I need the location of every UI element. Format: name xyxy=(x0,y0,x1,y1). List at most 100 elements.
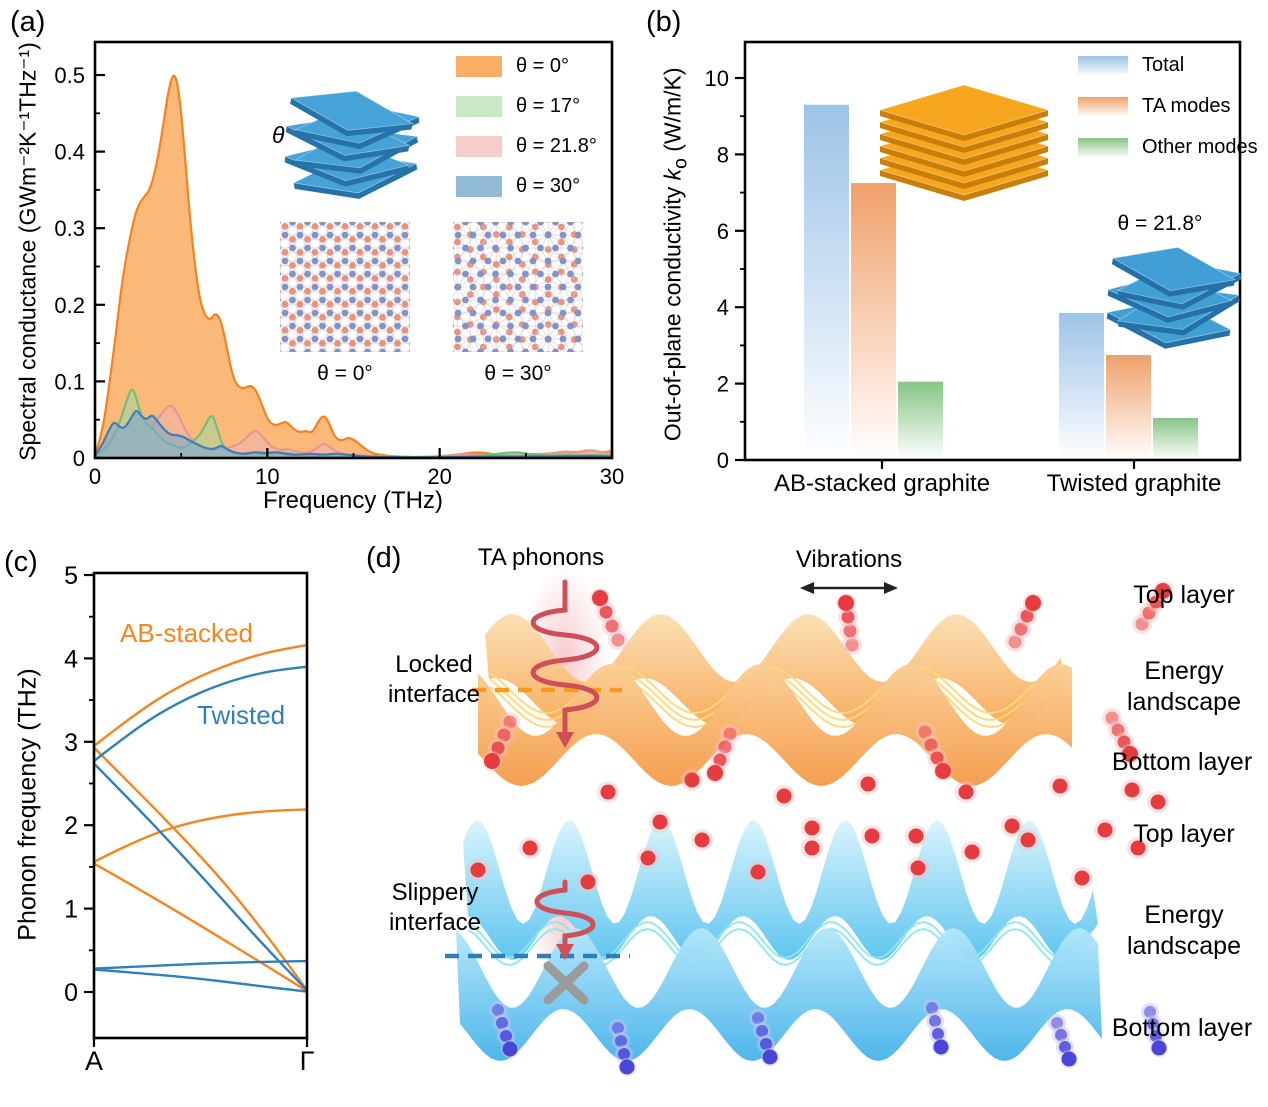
d-slippery-interface-label: Slippery interface xyxy=(360,878,510,939)
c-series-label-ab: AB-stacked xyxy=(120,618,253,648)
b-legend-label: Other modes xyxy=(1142,136,1258,158)
red-atom xyxy=(577,871,599,893)
d-vibrations-label: Vibrations xyxy=(795,546,903,573)
red-atom xyxy=(649,811,671,833)
red-atom xyxy=(773,785,795,807)
b-legend-item: Other modes xyxy=(1078,136,1258,159)
a-legend-swatch-30deg xyxy=(456,176,502,197)
d-orange-landscape-front xyxy=(478,664,1072,786)
ta-phonon-arrow-locked xyxy=(530,579,600,748)
c-y-tick-label: 2 xyxy=(64,812,78,840)
red-atom xyxy=(857,773,879,795)
red-atom xyxy=(519,837,541,859)
a-legend-label: θ = 21.8° xyxy=(516,135,597,157)
b-y-axis-title: Out-of-plane conductivity ko (W/m/K) xyxy=(660,14,693,494)
a-x-tick-label: 30 xyxy=(600,464,624,489)
b-annotation-theta: θ = 21.8° xyxy=(1117,212,1203,235)
d-row2-top-layer-label: Top layer xyxy=(1133,820,1235,848)
vibrating-atom-trail xyxy=(482,712,520,771)
panel-label-b: (b) xyxy=(646,6,682,38)
red-atom xyxy=(747,861,769,883)
b-ab-stack-inset xyxy=(878,84,1050,201)
c-y-axis-title: Phonon frequency (THz) xyxy=(13,668,42,941)
b-plot-frame xyxy=(743,40,1242,462)
a-legend-label: θ = 17° xyxy=(516,95,581,117)
b-category-ab-stacked: AB-stacked graphite xyxy=(773,470,991,497)
b-bar-other-modes-1 xyxy=(1153,417,1198,460)
red-atom xyxy=(467,859,489,881)
ta-phonon-arrow-slippery xyxy=(534,879,596,960)
c-plot-frame xyxy=(92,571,309,1040)
blue-atom-trail xyxy=(489,1001,519,1058)
red-atom xyxy=(1001,815,1023,837)
b-legend-item: TA modes xyxy=(1078,95,1258,118)
red-atom xyxy=(1071,867,1093,889)
c-xtick-A: A xyxy=(84,1046,103,1076)
panel-a-chart: 0 10 20 30 0 0.1 0.2 0.3 0.4 0.5 xyxy=(54,40,624,489)
vibrating-atom-trail xyxy=(1102,708,1140,764)
a-y-tick-label: 0 xyxy=(73,446,85,471)
b-legend-swatch-total xyxy=(1078,55,1128,76)
a-legend-swatch-17deg xyxy=(456,96,502,117)
d-locked-line1: Locked xyxy=(395,651,473,678)
vibrating-atom-trail xyxy=(915,722,953,781)
a-moire-label-30deg: θ = 30° xyxy=(484,362,552,385)
c-branch-twisted-0 xyxy=(93,665,308,762)
c-y-tick-label: 4 xyxy=(64,645,78,673)
b-ylabel-sub: o xyxy=(670,158,692,169)
a-legend-label: θ = 0° xyxy=(516,55,570,77)
a-moire-label-0deg: θ = 0° xyxy=(317,362,373,385)
c-branch-twisted-1 xyxy=(93,762,308,992)
red-atom xyxy=(1127,837,1149,859)
red-atom xyxy=(961,841,983,863)
b-bar-total-1 xyxy=(1059,312,1104,460)
panel-b-chart: 0 2 4 6 8 10 xyxy=(705,40,1242,473)
a-y-tick-label: 0.1 xyxy=(54,369,85,394)
blue-atom-trail xyxy=(749,1009,779,1066)
b-twisted-stack-inset xyxy=(1106,246,1242,349)
a-legend-item: θ = 21.8° xyxy=(456,135,597,158)
a-y-tick-label: 0.3 xyxy=(54,216,85,241)
panel-label-a: (a) xyxy=(10,6,46,38)
a-x-tick-label: 20 xyxy=(427,464,451,489)
a-legend-label: θ = 30° xyxy=(516,175,581,197)
a-y-tick-label: 0.4 xyxy=(54,140,85,165)
a-legend-item: θ = 30° xyxy=(456,175,597,198)
b-y-tick-label: 4 xyxy=(717,295,729,320)
a-y-axis-title: Spectral conductance (GWm⁻²K⁻¹THz⁻¹) xyxy=(14,42,41,461)
panel-d-diagram xyxy=(445,566,1173,1076)
red-atom xyxy=(1017,829,1039,851)
c-xtick-Gamma: Γ xyxy=(299,1046,315,1076)
c-branch-ab-stacked-1 xyxy=(93,746,308,992)
b-legend: Total TA modes Other modes xyxy=(1078,54,1258,177)
c-branch-ab-stacked-0 xyxy=(93,643,308,747)
red-atom xyxy=(597,781,619,803)
b-ylabel-prefix: Out-of-plane conductivity xyxy=(659,180,686,442)
a-x-axis-title: Frequency (THz) xyxy=(262,487,444,514)
a-legend-swatch-21.8deg xyxy=(456,136,502,157)
panel-c-chart: 0 1 2 3 4 5 xyxy=(64,562,309,1047)
d-row1-energy-landscape-label: Energy landscape xyxy=(1127,657,1241,717)
blue-atom-trail xyxy=(609,1019,636,1076)
c-branch-ab-stacked-2 xyxy=(93,808,308,863)
blue-atom-trail xyxy=(1048,1014,1078,1068)
vibrating-atom-trail xyxy=(1005,593,1043,652)
red-atom xyxy=(1049,775,1071,797)
d-locked-line2: interface xyxy=(387,681,481,709)
d-ta-phonons-label: TA phonons xyxy=(477,544,605,571)
a-legend-swatch-0deg xyxy=(456,56,502,77)
a-legend-item: θ = 0° xyxy=(456,55,597,78)
c-y-tick-label: 3 xyxy=(64,729,78,757)
a-legend-item: θ = 17° xyxy=(456,95,597,118)
vibrating-atom-trail xyxy=(590,588,628,650)
d-slippery-line2: interface xyxy=(388,909,482,937)
b-legend-label: TA modes xyxy=(1142,95,1231,117)
blue-atom-trail xyxy=(923,999,950,1056)
red-atom xyxy=(801,817,823,839)
c-branch-twisted-2 xyxy=(93,959,308,970)
red-atom xyxy=(955,781,977,803)
vibrating-atom-trail xyxy=(836,593,862,655)
red-atom xyxy=(1121,779,1143,801)
red-atom xyxy=(637,847,659,869)
b-y-tick-label: 6 xyxy=(717,219,729,244)
